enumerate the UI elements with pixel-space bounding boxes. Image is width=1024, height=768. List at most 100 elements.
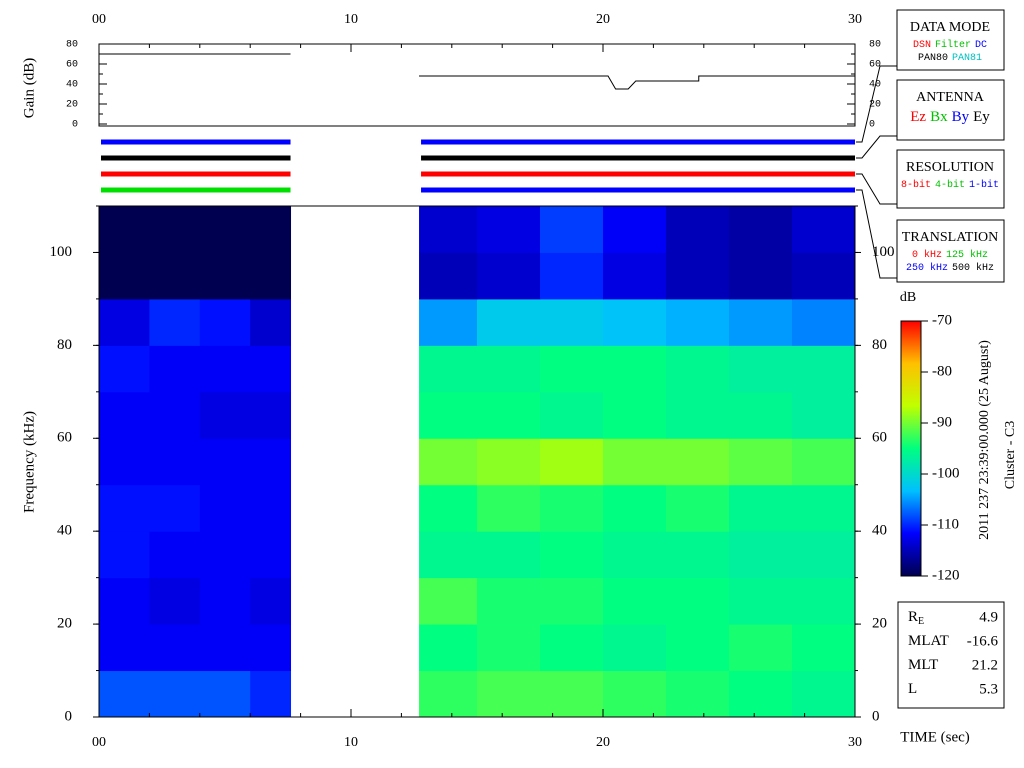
info-label: L	[908, 681, 917, 697]
y-tick-label-right: 40	[872, 523, 887, 539]
spectrogram-cell	[540, 670, 604, 718]
legend-box	[896, 79, 1005, 141]
spectrogram-cell	[99, 298, 150, 346]
spectrogram-cell	[603, 252, 667, 300]
y-tick-label: 60	[57, 430, 72, 446]
spectrogram-cell	[729, 531, 793, 579]
spectrogram-cell	[792, 252, 856, 300]
spectrogram-cell	[729, 345, 793, 393]
legend-title: ANTENNA	[916, 90, 985, 105]
spectrogram-cell	[603, 391, 667, 439]
y-tick-label-right: 80	[869, 40, 881, 51]
y-tick-label: 20	[57, 616, 72, 632]
y-tick-label: 100	[50, 244, 73, 260]
spectrogram-cell	[149, 298, 201, 346]
info-label: MLAT	[908, 633, 949, 649]
spectrogram-cell	[603, 577, 667, 625]
spectrogram-cell	[149, 484, 201, 532]
legend-title: RESOLUTION	[906, 160, 994, 175]
spectrogram-cell	[477, 252, 541, 300]
spectrogram-cell	[603, 531, 667, 579]
colorbar-tick-label: -80	[932, 363, 952, 379]
y-tick-label-right: 100	[872, 244, 895, 260]
spectrogram-cell	[477, 484, 541, 532]
info-label-text: MLT	[908, 657, 938, 673]
x-tick-label: 30	[848, 12, 862, 27]
spectrogram-cell	[666, 298, 730, 346]
y-tick-label: 20	[66, 100, 78, 111]
spectrogram-cell	[250, 345, 292, 393]
spectrogram-cell	[419, 252, 478, 300]
spectrogram-cell	[540, 438, 604, 486]
spectrogram-cell	[666, 252, 730, 300]
spectrogram-cell	[792, 345, 856, 393]
spectrogram-cell	[729, 391, 793, 439]
spectrogram-cell	[199, 206, 251, 253]
y-axis-label: Frequency (kHz)	[21, 411, 37, 513]
spectrogram-cell	[199, 624, 251, 672]
spectrogram-cell	[199, 252, 251, 300]
legend-item: DC	[975, 40, 987, 51]
side-text: 2011 237 23:39:00.000 (25 August)	[977, 340, 992, 540]
spectrogram-cell	[729, 670, 793, 718]
legend-item: PAN81	[952, 53, 982, 64]
spectrogram-cell	[792, 206, 856, 253]
spectrogram-frame	[98, 205, 856, 718]
spectrogram-cell	[792, 391, 856, 439]
legend-pointer	[856, 65, 897, 143]
legend-title: TRANSLATION	[902, 230, 998, 245]
y-tick-label: 60	[66, 60, 78, 71]
spectrogram-cell	[419, 531, 478, 579]
spectrogram-cell	[419, 577, 478, 625]
spectrogram-cell	[666, 345, 730, 393]
legend-item: Ey	[973, 109, 990, 125]
x-tick-label: 20	[596, 12, 610, 27]
x-tick-label: 00	[92, 12, 106, 27]
spectrogram-cell	[666, 531, 730, 579]
legend-item: 0 kHz	[912, 249, 942, 261]
spectrogram-cell	[666, 577, 730, 625]
spectrogram-cell	[603, 438, 667, 486]
spectrogram-cell	[419, 298, 478, 346]
y-axis-label: Gain (dB)	[21, 58, 37, 118]
spectrogram-cell	[250, 624, 292, 672]
spectrogram-cell	[540, 298, 604, 346]
x-axis-label: TIME (sec)	[900, 729, 970, 745]
spectrogram-cell	[250, 206, 292, 253]
info-value: 5.3	[979, 681, 998, 697]
legend-item: By	[952, 109, 970, 125]
spectrogram-cell	[666, 484, 730, 532]
spectrogram-cell	[729, 252, 793, 300]
spectrogram-cell	[666, 624, 730, 672]
spectrogram-cell	[250, 531, 292, 579]
info-value: -16.6	[967, 633, 999, 649]
gain-frame	[98, 43, 856, 127]
legend-row: Ez Bx By Ey	[910, 109, 990, 125]
y-tick-label: 0	[72, 120, 78, 131]
legend-row: 250 kHz 500 kHz	[906, 262, 994, 274]
spectrogram-cell	[149, 531, 201, 579]
x-tick-label: 10	[344, 12, 358, 27]
gain-line	[419, 75, 855, 90]
spectrogram-cell	[666, 206, 730, 253]
spectrogram-cell	[792, 438, 856, 486]
y-tick-label: 80	[57, 337, 72, 353]
spectrogram-cell	[729, 624, 793, 672]
legend-pointer	[856, 135, 897, 159]
spectrogram-cell	[477, 438, 541, 486]
spectrogram-cell	[540, 206, 604, 253]
spectrogram-cell	[199, 438, 251, 486]
legend-item: Bx	[930, 109, 948, 125]
info-label-text: R	[908, 609, 918, 625]
spectrogram-cell	[99, 391, 150, 439]
spectrogram-cell	[99, 206, 150, 253]
spectrogram-cell	[477, 391, 541, 439]
spectrogram-cell	[99, 670, 150, 718]
legend-row: 0 kHz 125 kHz	[912, 249, 988, 261]
spectrogram-cell	[792, 577, 856, 625]
spectrogram-cell	[149, 391, 201, 439]
spectrogram-cell	[540, 531, 604, 579]
spectrogram-cell	[419, 391, 478, 439]
spectrogram-cell	[477, 670, 541, 718]
spectrogram-cell	[419, 670, 478, 718]
